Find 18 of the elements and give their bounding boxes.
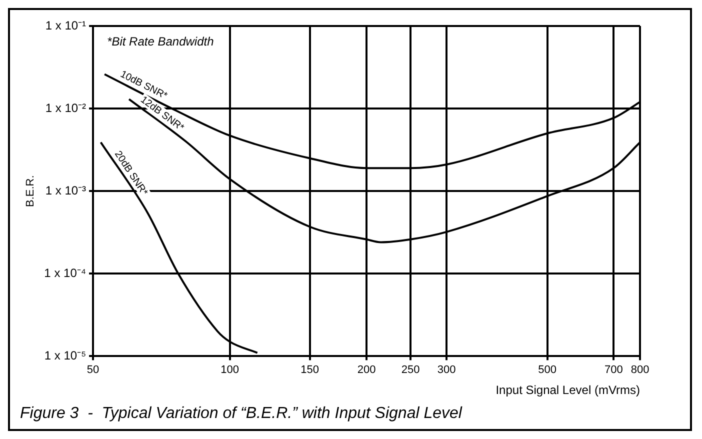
y-tick-label: 1 x 10⁻³ xyxy=(45,183,86,198)
x-tick-label: 300 xyxy=(437,364,456,376)
y-tick-label: 1 x 10⁻² xyxy=(45,100,86,115)
x-tick-label: 500 xyxy=(538,364,556,376)
x-tick-label: 800 xyxy=(630,364,650,376)
x-tick-label: 50 xyxy=(86,364,100,376)
x-tick-label: 250 xyxy=(401,364,420,376)
text: Figure 3 - Typical Variation of “B.E.R.” with Input Signal Level xyxy=(20,404,462,422)
y-axis-title: B.E.R. xyxy=(24,175,37,207)
x-tick-label: 200 xyxy=(357,364,376,376)
x-tick-label: 700 xyxy=(604,364,623,376)
x-axis-title: Input Signal Level (mVrms) xyxy=(496,382,640,397)
x-tick-label: 100 xyxy=(220,364,239,376)
y-tick-label: 1 x 10⁻¹ xyxy=(45,18,86,32)
x-tick-label: 150 xyxy=(300,364,319,376)
y-tick-label: 1 x 10⁻⁵ xyxy=(44,348,86,363)
annotation: *Bit Rate Bandwidth xyxy=(107,34,214,48)
y-tick-label: 1 x 10⁻⁴ xyxy=(44,266,86,280)
